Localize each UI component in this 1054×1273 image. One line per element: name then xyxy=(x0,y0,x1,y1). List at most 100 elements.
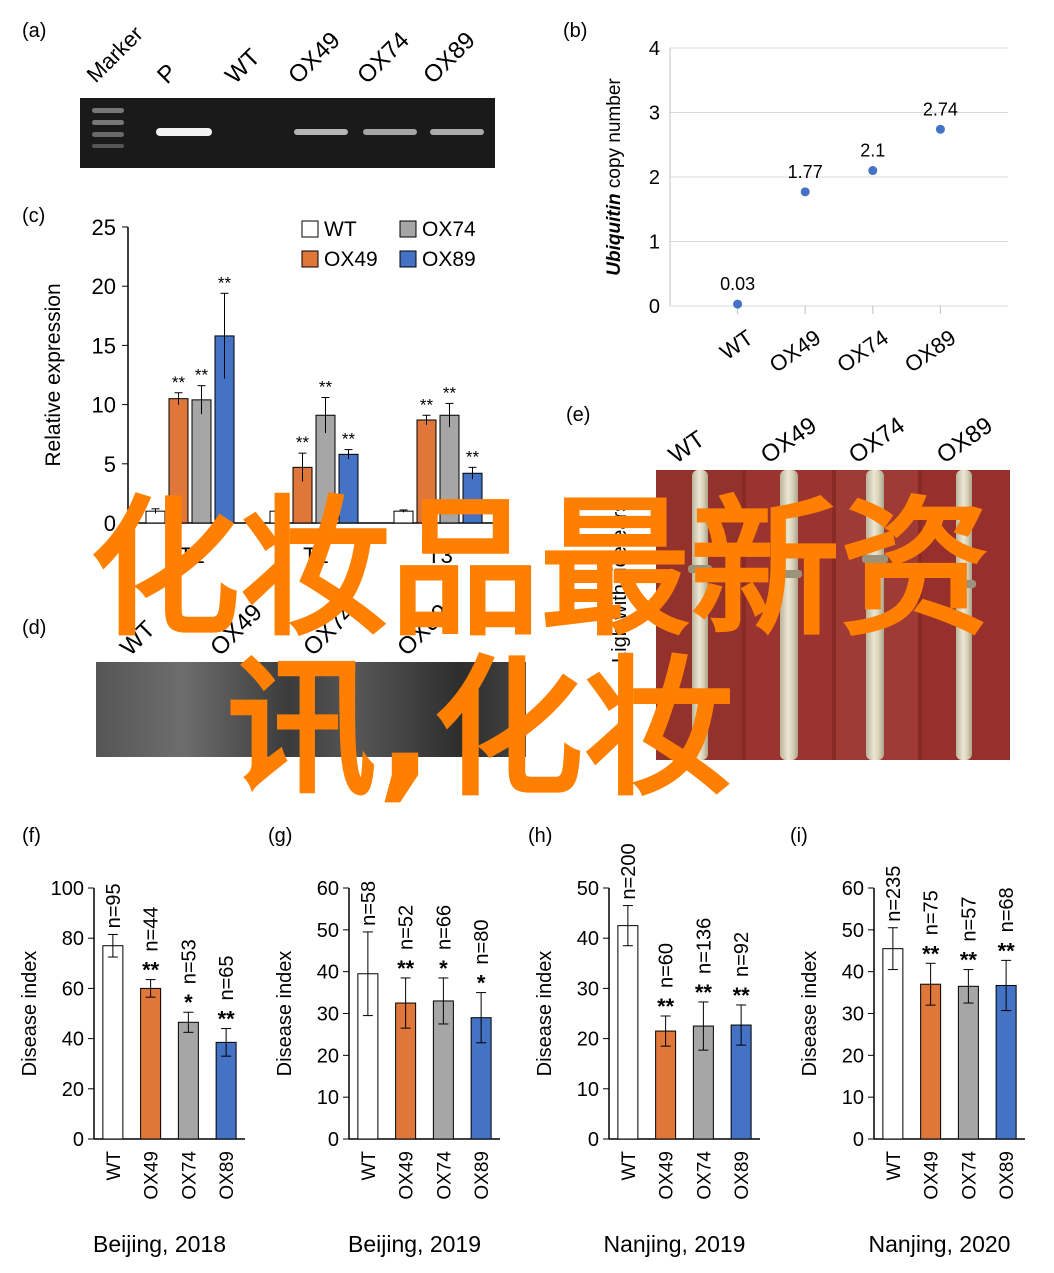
chart-caption: Beijing, 2018 xyxy=(93,1231,226,1257)
y-tick-label: 100 xyxy=(51,878,84,900)
y-tick-label: 0 xyxy=(853,1129,864,1151)
x-tick-label: OX74 xyxy=(179,1151,200,1200)
y-tick-label: 0 xyxy=(588,1129,599,1151)
y-tick-label: 40 xyxy=(317,962,339,984)
y-axis-label: Disease index xyxy=(274,951,296,1077)
marker-band xyxy=(92,108,124,113)
legend-label: WT xyxy=(324,218,357,241)
y-tick-label: 80 xyxy=(62,928,84,950)
y-tick-label: 2 xyxy=(649,167,660,189)
bar xyxy=(655,1030,677,1140)
bar xyxy=(102,945,124,1140)
sample-size-label: n=68 xyxy=(996,887,1018,932)
photo-tile-ox49 xyxy=(746,470,832,760)
sample-size-label: n=92 xyxy=(731,932,753,977)
western-blot-image xyxy=(96,662,526,757)
significance-mark: ** xyxy=(443,383,457,402)
photo-tile-ox89 xyxy=(922,470,1010,760)
significance-mark: ** xyxy=(922,941,940,966)
relative-expression-chart: 0 5 10 15 20 25 Relative expression ** ** ** T1 ** *… xyxy=(42,215,500,568)
sample-size-label: n=136 xyxy=(693,918,715,974)
y-tick-label: 0 xyxy=(73,1129,84,1151)
chart-caption: Nanjing, 2019 xyxy=(604,1231,746,1257)
sample-size-label: n=80 xyxy=(471,920,493,965)
data-label: 1.77 xyxy=(788,162,823,182)
stem-node xyxy=(952,580,976,588)
panel-label-a: (a) xyxy=(22,20,47,42)
y-axis-label-rest: copy number xyxy=(604,78,625,194)
gel-image-a xyxy=(80,98,495,168)
marker-band xyxy=(92,120,124,125)
significance-mark: * xyxy=(184,990,193,1015)
sample-size-label: n=57 xyxy=(958,897,980,942)
legend-swatch xyxy=(301,220,319,238)
y-tick-label: 1 xyxy=(649,232,660,254)
y-tick-label: 50 xyxy=(842,920,864,942)
stem-photo xyxy=(656,470,1010,760)
significance-mark: ** xyxy=(960,948,978,973)
y-tick-label: 3 xyxy=(649,103,660,125)
y-tick-label: 50 xyxy=(577,878,599,900)
data-label: 0.03 xyxy=(720,274,755,294)
panel-label-g: (g) xyxy=(268,825,293,847)
gel-lane-label: OX89 xyxy=(418,26,481,90)
sample-size-label: n=200 xyxy=(618,843,640,899)
x-tick-label: WT xyxy=(619,1151,640,1181)
y-tick-label: 20 xyxy=(62,1079,84,1101)
stem xyxy=(862,470,888,760)
panel-label-i: (i) xyxy=(790,825,808,847)
scatter-point xyxy=(868,166,878,176)
photo-tile-wt xyxy=(656,470,742,760)
gel-lane-label: Marker xyxy=(81,21,148,88)
significance-mark: ** xyxy=(657,994,675,1019)
x-tick-label: OX89 xyxy=(997,1151,1018,1200)
legend-label: OX74 xyxy=(422,218,476,241)
ox74-band xyxy=(363,129,417,135)
y-tick-label: 10 xyxy=(92,393,116,418)
disease-index-chart-i: 0 10 20 30 40 50 60 Disease index n=235 WT ** n=75 O… xyxy=(799,866,1025,1257)
panel-label-h: (h) xyxy=(528,825,553,847)
significance-mark: ** xyxy=(319,377,333,396)
bar xyxy=(882,948,904,1140)
gel-lane-label: OX49 xyxy=(283,26,346,90)
significance-mark: ** xyxy=(218,273,232,292)
x-tick-label: OX89 xyxy=(472,1151,493,1200)
significance-mark: ** xyxy=(998,938,1016,963)
y-axis-label: Relative expression xyxy=(42,283,65,466)
sample-size-label: n=44 xyxy=(141,907,163,952)
y-tick-label: 10 xyxy=(842,1087,864,1109)
watermark-line-2: 讯,化妆 xyxy=(226,643,734,817)
x-tick-label: OX89 xyxy=(900,325,960,378)
y-tick-label: 0 xyxy=(649,296,660,318)
y-tick-label: 5 xyxy=(104,452,116,477)
y-tick-label: 20 xyxy=(842,1045,864,1067)
y-axis-label: Ubiquitin copy number xyxy=(604,78,625,276)
significance-mark: ** xyxy=(733,983,751,1008)
photo-lane-label: WT xyxy=(663,425,710,470)
y-axis-label: Disease index xyxy=(799,951,821,1077)
y-tick-label: 30 xyxy=(842,1004,864,1026)
x-tick-label: OX49 xyxy=(142,1151,163,1200)
bar xyxy=(140,987,162,1140)
y-tick-label: 50 xyxy=(317,920,339,942)
marker-band xyxy=(92,144,124,148)
y-tick-label: 40 xyxy=(62,1029,84,1051)
legend-label: OX89 xyxy=(422,248,476,271)
y-tick-label: 25 xyxy=(92,215,116,240)
significance-mark: ** xyxy=(397,956,415,981)
sample-size-label: n=95 xyxy=(103,883,125,928)
legend-swatch xyxy=(399,250,417,268)
gel-lane-label: WT xyxy=(220,43,266,90)
ox89-band xyxy=(430,129,484,135)
panel-label-d: (d) xyxy=(22,617,47,639)
significance-mark: ** xyxy=(296,433,310,452)
y-tick-label: 20 xyxy=(92,274,116,299)
marker-band xyxy=(92,132,124,137)
significance-mark: * xyxy=(477,971,486,996)
x-tick-label: OX89 xyxy=(217,1151,238,1200)
y-tick-label: 60 xyxy=(842,878,864,900)
bar xyxy=(215,1041,237,1140)
y-tick-label: 20 xyxy=(317,1045,339,1067)
x-tick-label: WT xyxy=(715,325,757,365)
